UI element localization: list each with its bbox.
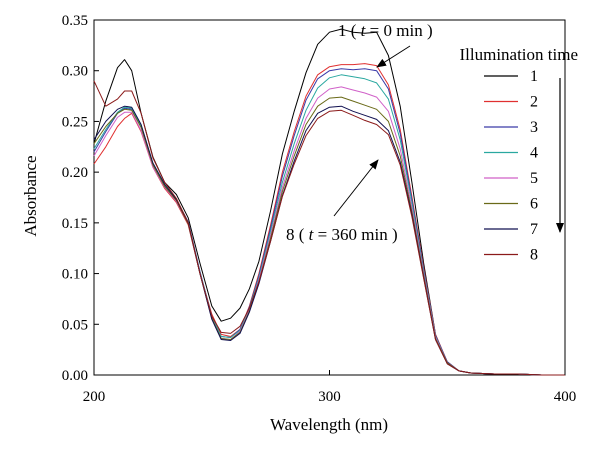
series-line-3 (93, 68, 565, 376)
annotation-end-eq: = 360 min (318, 225, 389, 244)
y-tick-label: 0.25 (62, 114, 88, 130)
annotation-end: 8 ( t = 360 min ) (286, 225, 398, 244)
x-axis-title: Wavelength (nm) (270, 415, 388, 434)
annotation-start-var: t (361, 21, 367, 40)
y-tick-label: 0.30 (62, 64, 88, 80)
plot-frame (93, 19, 566, 376)
series-line-8 (93, 80, 565, 376)
annotation-start-close: ) (427, 21, 433, 40)
legend: 1 2 3 4 5 6 7 8 (484, 68, 538, 264)
y-tick-label: 0.35 (62, 13, 88, 29)
y-axis-title: Absorbance (21, 155, 40, 236)
legend-label-1: 1 (530, 68, 538, 85)
ticks: 0.00 0.05 0.10 0.15 0.20 0.25 0.30 0.35 200 300 40… (62, 13, 577, 405)
y-tick-label: 0.05 (62, 317, 88, 333)
x-tick-label: 200 (83, 389, 106, 405)
legend-label-5: 5 (530, 170, 538, 187)
annotation-start-num: 1 (338, 21, 347, 40)
legend-label-2: 2 (530, 94, 538, 111)
legend-label-7: 7 (530, 221, 538, 238)
annotation-start-arrow (376, 45, 411, 68)
axes (93, 19, 566, 376)
y-tick-label: 0.15 (62, 216, 88, 232)
series-layer (93, 28, 565, 376)
legend-label-6: 6 (530, 196, 538, 213)
x-tick-label: 300 (318, 389, 341, 405)
legend-title: Illumination time (459, 45, 578, 64)
annotation-start-open: ( (351, 21, 357, 40)
series-line-2 (93, 63, 565, 376)
x-tick-label: 400 (554, 389, 577, 405)
y-tick-label: 0.10 (62, 267, 88, 283)
legend-label-8: 8 (530, 247, 538, 264)
legend-label-3: 3 (530, 119, 538, 136)
annotation-start-eq: = 0 min (370, 21, 424, 40)
annotation-end-num: 8 (286, 225, 295, 244)
y-tick-label: 0.20 (62, 165, 88, 181)
annotation-end-arrow (333, 159, 379, 217)
annotation-end-open: ( (299, 225, 305, 244)
annotation-end-close: ) (392, 225, 398, 244)
y-tick-label: 0.00 (62, 368, 88, 384)
annotation-start: 1 ( t = 0 min ) (338, 21, 433, 40)
legend-label-4: 4 (530, 145, 538, 162)
series-line-1 (93, 28, 565, 376)
annotation-end-var: t (309, 225, 315, 244)
